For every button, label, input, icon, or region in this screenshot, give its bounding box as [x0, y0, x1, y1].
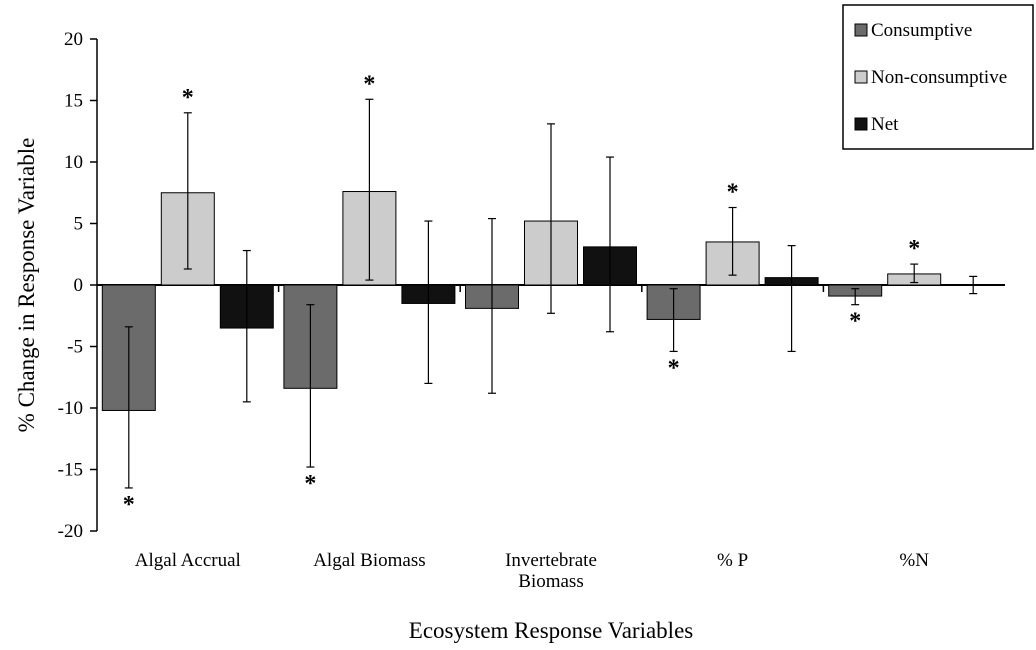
y-tick-label: -20	[58, 521, 83, 542]
labels-layer: * * * * * * * * Algal Accrual Algal Biomass Invert…	[14, 71, 929, 643]
y-tick-label: 5	[74, 214, 84, 235]
y-tick-label: -15	[58, 460, 83, 481]
legend-label: Consumptive	[871, 20, 972, 41]
x-category-label: Algal Accrual	[135, 550, 241, 571]
significance-marker: *	[182, 85, 194, 111]
y-tick-label: 0	[74, 275, 84, 296]
x-category-label: Biomass	[518, 571, 583, 592]
error-bars-layer	[124, 98, 978, 489]
legend-swatch	[854, 23, 868, 37]
significance-marker: *	[668, 355, 680, 381]
significance-marker: *	[363, 71, 375, 97]
legend-label: Non-consumptive	[871, 67, 1007, 88]
significance-marker: *	[727, 180, 739, 206]
significance-marker: *	[304, 471, 316, 497]
legend-box	[842, 4, 1034, 150]
legend-swatch	[854, 70, 868, 84]
y-tick-label: 15	[64, 91, 83, 112]
y-tick-label: 10	[64, 152, 83, 173]
x-category-label: Algal Biomass	[313, 550, 425, 571]
y-tick-label: 20	[64, 29, 83, 50]
significance-marker: *	[908, 236, 920, 262]
y-tick-label: -5	[67, 337, 83, 358]
significance-marker: *	[849, 309, 861, 335]
x-category-label: %N	[899, 550, 929, 571]
legend-label: Net	[871, 114, 899, 135]
x-category-label: Invertebrate	[505, 550, 597, 571]
x-axis-title: Ecosystem Response Variables	[409, 618, 694, 643]
legend: Consumptive Non-consumptive Net	[842, 4, 1034, 150]
y-tick-label: -10	[58, 398, 83, 419]
legend-swatch	[854, 117, 868, 131]
x-category-label: % P	[717, 550, 748, 571]
y-axis-title: % Change in Response Variable	[14, 138, 39, 433]
significance-marker: *	[123, 492, 135, 518]
